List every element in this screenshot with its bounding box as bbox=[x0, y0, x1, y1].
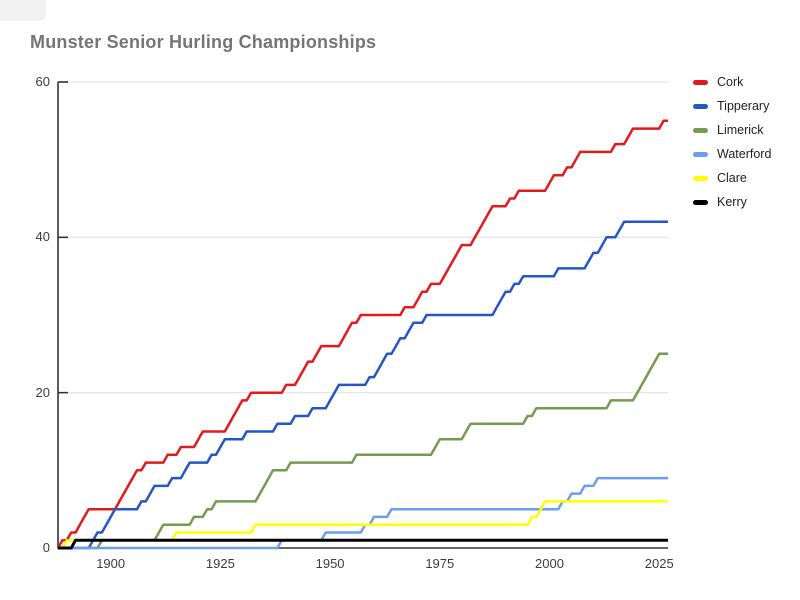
chart-title: Munster Senior Hurling Championships bbox=[30, 32, 377, 52]
legend-item-kerry: Kerry bbox=[693, 190, 771, 214]
x-tick-label: 2025 bbox=[644, 556, 674, 571]
legend-item-tipperary: Tipperary bbox=[693, 94, 771, 118]
series-line-cork bbox=[56, 119, 668, 549]
legend-swatch bbox=[693, 79, 708, 85]
legend-label: Kerry bbox=[717, 195, 747, 209]
legend-item-limerick: Limerick bbox=[693, 118, 771, 142]
y-tick-label: 20 bbox=[35, 384, 50, 400]
series-line-clare bbox=[58, 500, 668, 550]
legend-swatch bbox=[693, 103, 708, 109]
x-tick-label: 1925 bbox=[205, 556, 235, 571]
x-tick-label: 2000 bbox=[535, 556, 564, 571]
legend-item-waterford: Waterford bbox=[693, 142, 771, 166]
legend-label: Limerick bbox=[717, 123, 764, 137]
corner-artifact bbox=[0, 0, 46, 21]
legend-label: Tipperary bbox=[717, 99, 770, 113]
legend-label: Clare bbox=[717, 171, 747, 185]
legend-swatch bbox=[693, 199, 708, 205]
y-tick-label: 0 bbox=[42, 540, 50, 555]
legend-swatch bbox=[693, 127, 708, 133]
series-line-limerick bbox=[58, 352, 668, 550]
x-tick-label: 1975 bbox=[425, 556, 455, 571]
series-line-kerry bbox=[58, 538, 668, 550]
series-line-tipperary bbox=[58, 220, 668, 550]
x-tick-label: 1900 bbox=[96, 556, 126, 571]
legend-label: Cork bbox=[717, 75, 744, 89]
y-tick-label: 40 bbox=[35, 229, 50, 245]
series-line-waterford bbox=[58, 476, 668, 550]
legend-label: Waterford bbox=[717, 147, 772, 161]
y-tick-label: 60 bbox=[35, 74, 50, 89]
legend-swatch bbox=[693, 175, 708, 181]
legend-swatch bbox=[693, 151, 708, 157]
legend-item-clare: Clare bbox=[693, 166, 771, 190]
legend-item-cork: Cork bbox=[693, 70, 771, 94]
legend: Cork Tipperary Limerick Waterford Clare Kerry bbox=[693, 70, 771, 214]
x-tick-label: 1950 bbox=[315, 556, 345, 571]
